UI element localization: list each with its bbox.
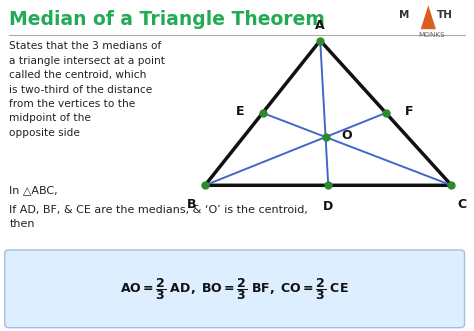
FancyBboxPatch shape: [5, 250, 465, 328]
Text: $\mathbf{AO = \dfrac{2}{3}\ AD,\ BO = \dfrac{2}{3}\ BF,\ CO = \dfrac{2}{3}\ CE}$: $\mathbf{AO = \dfrac{2}{3}\ AD,\ BO = \d…: [120, 276, 349, 302]
Text: Median of a Triangle Theorem: Median of a Triangle Theorem: [9, 10, 325, 29]
Text: F: F: [405, 105, 413, 118]
Text: If AD, BF, & CE are the medians, & ‘O’ is the centroid,
then: If AD, BF, & CE are the medians, & ‘O’ i…: [9, 205, 309, 229]
Text: M: M: [400, 11, 410, 21]
Text: States that the 3 medians of
a triangle intersect at a point
called the centroid: States that the 3 medians of a triangle …: [9, 41, 165, 138]
Text: E: E: [236, 105, 244, 118]
Text: B: B: [187, 198, 196, 211]
Text: TH: TH: [437, 11, 453, 21]
Text: D: D: [323, 200, 333, 213]
Polygon shape: [421, 5, 436, 29]
Text: C: C: [457, 198, 467, 211]
Text: In △ABC,: In △ABC,: [9, 185, 58, 195]
Text: O: O: [342, 129, 352, 142]
Text: A: A: [315, 19, 325, 31]
Text: MONKS: MONKS: [418, 31, 445, 37]
